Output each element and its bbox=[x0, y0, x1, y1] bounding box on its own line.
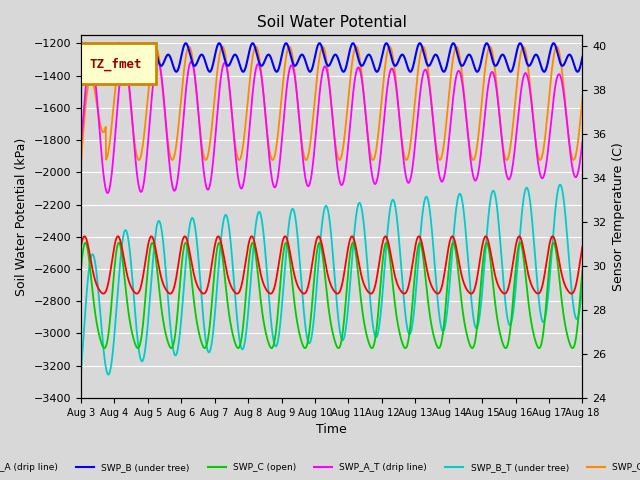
X-axis label: Time: Time bbox=[316, 423, 347, 436]
Y-axis label: Sensor Temperature (C): Sensor Temperature (C) bbox=[612, 142, 625, 291]
Y-axis label: Soil Water Potential (kPa): Soil Water Potential (kPa) bbox=[15, 137, 28, 296]
Title: Soil Water Potential: Soil Water Potential bbox=[257, 15, 406, 30]
Text: TZ_fmet: TZ_fmet bbox=[90, 57, 143, 71]
Legend: SWP_A (drip line), SWP_B (under tree), SWP_C (open), SWP_A_T (drip line), SWP_B_: SWP_A (drip line), SWP_B (under tree), S… bbox=[0, 459, 640, 476]
FancyBboxPatch shape bbox=[78, 43, 156, 84]
